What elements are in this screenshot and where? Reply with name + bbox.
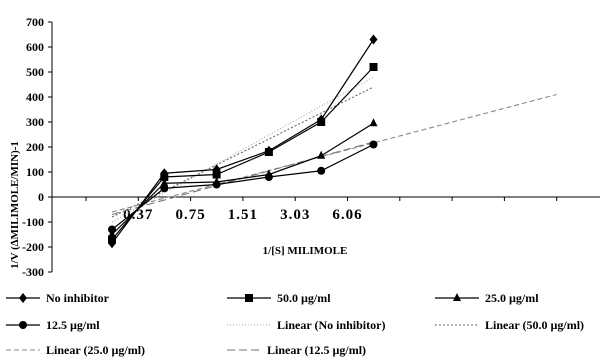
legend-label: 50.0 µg/ml — [277, 291, 331, 305]
data-point — [160, 178, 169, 187]
legend-label: Linear (No inhibitor) — [277, 318, 385, 332]
legend: No inhibitor 50.0 µg/ml 25.0 µg/ml 12.5 µg/… — [6, 291, 584, 357]
y-tick-label: 400 — [26, 90, 44, 104]
y-tick-label: -200 — [22, 240, 44, 254]
data-point — [317, 118, 326, 126]
legend-marker — [19, 321, 27, 329]
data-point — [212, 170, 221, 179]
data-point — [108, 225, 116, 234]
legend-label: Linear (50.0 µg/ml) — [485, 318, 584, 332]
y-tick-label: 700 — [26, 15, 44, 29]
legend-label: Linear (12.5 µg/ml) — [267, 343, 366, 357]
legend-label: 25.0 µg/ml — [485, 291, 539, 305]
y-tick-label: -100 — [22, 215, 44, 229]
legend-marker — [245, 294, 253, 302]
data-point — [317, 150, 326, 159]
x-axis-title: 1/[S] MILIMOLE — [263, 245, 348, 257]
trendline — [111, 76, 374, 223]
data-point — [212, 180, 221, 189]
x-tick-label: 6.06 — [332, 207, 362, 223]
trendline — [111, 93, 557, 213]
legend-label: No inhibitor — [46, 291, 110, 305]
x-tick-label: 0.75 — [175, 207, 205, 223]
data-point — [264, 148, 273, 156]
data-point — [317, 166, 326, 175]
legend-item: Linear (25.0 µg/ml) — [6, 343, 145, 357]
legend-marker — [453, 293, 461, 301]
legend-item: No inhibitor — [6, 291, 110, 305]
series-group — [108, 34, 378, 249]
y-tick-label: 500 — [26, 65, 44, 79]
data-point — [160, 184, 169, 193]
data-point — [369, 140, 378, 149]
series-line — [111, 39, 375, 244]
legend-item: 50.0 µg/ml — [227, 291, 331, 305]
series-line — [111, 66, 374, 240]
data-point — [369, 118, 378, 127]
series-line — [111, 122, 374, 235]
y-tick-label: -300 — [22, 265, 44, 279]
y-tick-label: 300 — [26, 115, 44, 129]
data-point — [369, 34, 378, 45]
legend-item: Linear (12.5 µg/ml) — [227, 343, 366, 357]
y-tick-label: 600 — [26, 40, 44, 54]
data-point — [160, 173, 169, 181]
data-point — [369, 63, 378, 71]
y-axis-title: 1/V (∆MILIMOLE/MIN)-1 — [9, 141, 21, 269]
series-line — [111, 143, 374, 230]
data-point — [264, 173, 273, 181]
legend-marker — [19, 293, 27, 303]
legend-label: 12.5 µg/ml — [46, 318, 100, 332]
y-tick-label: 200 — [26, 140, 44, 154]
legend-item: Linear (50.0 µg/ml) — [435, 318, 584, 332]
data-point — [108, 235, 116, 244]
legend-item: 25.0 µg/ml — [435, 291, 539, 305]
x-tick-label: 1.51 — [228, 207, 258, 223]
y-tick-label: 100 — [26, 165, 44, 179]
legend-item: Linear (No inhibitor) — [227, 318, 385, 332]
y-tick-label: 0 — [38, 190, 44, 204]
x-tick-label: 3.03 — [280, 207, 310, 223]
legend-label: Linear (25.0 µg/ml) — [46, 343, 145, 357]
legend-item: 12.5 µg/ml — [6, 318, 100, 332]
